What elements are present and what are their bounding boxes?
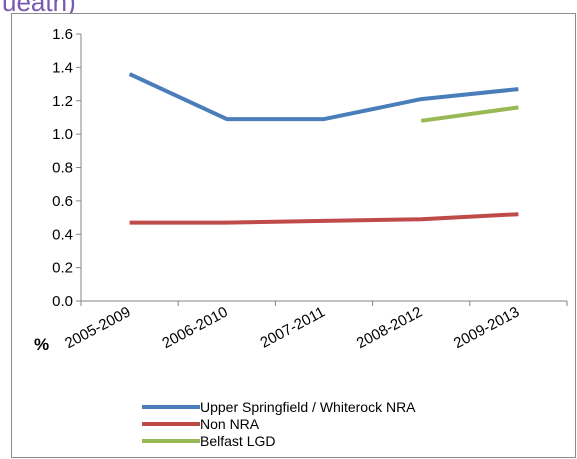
y-axis-label: % xyxy=(34,335,49,354)
y-tick-label: 1.6 xyxy=(52,26,73,43)
y-tick-label: 0.6 xyxy=(52,193,73,210)
chart-area: 0.0 0.2 0.4 0.6 0.8 1.0 1.2 1.4 1.6 2005-2009 200… xyxy=(11,13,576,458)
y-tick-label: 1.4 xyxy=(52,59,73,76)
x-tick-labels: 2005-2009 2006-2010 2007-2011 2008-2012 2009… xyxy=(62,304,522,353)
chart-axes xyxy=(76,33,568,306)
y-tick-label: 1.2 xyxy=(52,93,73,110)
series-line xyxy=(129,212,519,225)
y-tick-label: 1.0 xyxy=(52,126,73,143)
x-tick-label: 2008-2012 xyxy=(354,304,425,353)
x-tick-label: 2005-2009 xyxy=(62,304,133,353)
legend-label: Non NRA xyxy=(200,416,260,432)
x-tick-label: 2006-2010 xyxy=(159,304,230,353)
series-lines xyxy=(128,72,519,225)
series-line xyxy=(420,105,519,123)
y-tick-label: 0.4 xyxy=(52,226,73,243)
y-tick-labels: 0.0 0.2 0.4 0.6 0.8 1.0 1.2 1.4 1.6 xyxy=(52,26,73,310)
heading-fragment: ueath) xyxy=(2,0,76,17)
series-line xyxy=(128,72,519,122)
y-tick-label: 0.0 xyxy=(52,293,73,310)
x-tick-label: 2009-2013 xyxy=(451,304,522,353)
line-chart: 0.00.20.40.60.81.01.21.41.6 2005-2009 200… xyxy=(34,26,568,449)
x-tick-label: 2007-2011 xyxy=(258,304,328,352)
y-tick-label: 0.2 xyxy=(52,260,73,277)
legend-label: Belfast LGD xyxy=(200,433,275,449)
y-tick-label: 0.8 xyxy=(52,160,73,177)
legend-label: Upper Springfield / Whiterock NRA xyxy=(200,399,416,415)
